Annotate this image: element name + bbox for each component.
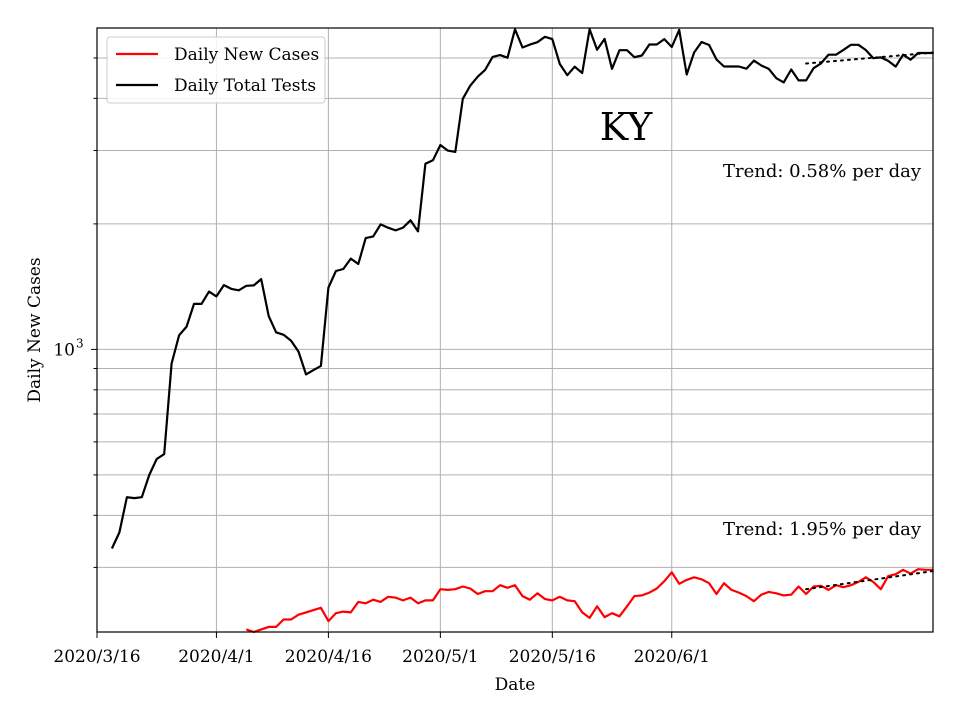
grid-lines bbox=[96, 28, 933, 632]
y-axis-ticks: 10 3 bbox=[53, 57, 97, 568]
series-line-daily-new-cases bbox=[245, 568, 933, 634]
x-axis-ticks: 2020/3/16 2020/4/1 2020/4/16 2020/5/1 2020/5… bbox=[53, 632, 710, 667]
trend-label-tests: Trend: 0.58% per day bbox=[723, 161, 922, 182]
trend-label-cases: Trend: 1.95% per day bbox=[723, 519, 922, 540]
trend-line-0 bbox=[805, 570, 934, 591]
series-line-daily-total-tests bbox=[110, 28, 933, 549]
trend-line-1 bbox=[805, 51, 934, 65]
y-axis-label: Daily New Cases bbox=[25, 257, 45, 402]
x-tick-label: 2020/4/16 bbox=[285, 647, 372, 667]
trend-layer bbox=[805, 51, 934, 591]
x-axis-label: Date bbox=[495, 675, 536, 695]
y-tick-exponent: 3 bbox=[76, 336, 84, 350]
x-tick-label: 2020/6/1 bbox=[634, 647, 710, 667]
x-tick-label: 2020/5/16 bbox=[509, 647, 596, 667]
x-tick-label: 2020/3/16 bbox=[53, 647, 140, 667]
x-tick-label: 2020/5/1 bbox=[402, 647, 478, 667]
plot-frame bbox=[96, 27, 934, 633]
legend-box bbox=[106, 36, 326, 104]
legend-label-daily-new-cases: Daily New Cases bbox=[174, 45, 319, 65]
legend-label-daily-total-tests: Daily Total Tests bbox=[174, 76, 316, 96]
state-annotation: KY bbox=[600, 105, 653, 149]
y-tick-label: 10 bbox=[53, 340, 75, 360]
x-tick-label: 2020/4/1 bbox=[178, 647, 254, 667]
legend: Daily New Cases Daily Total Tests bbox=[106, 36, 326, 104]
series-layer bbox=[110, 28, 933, 634]
